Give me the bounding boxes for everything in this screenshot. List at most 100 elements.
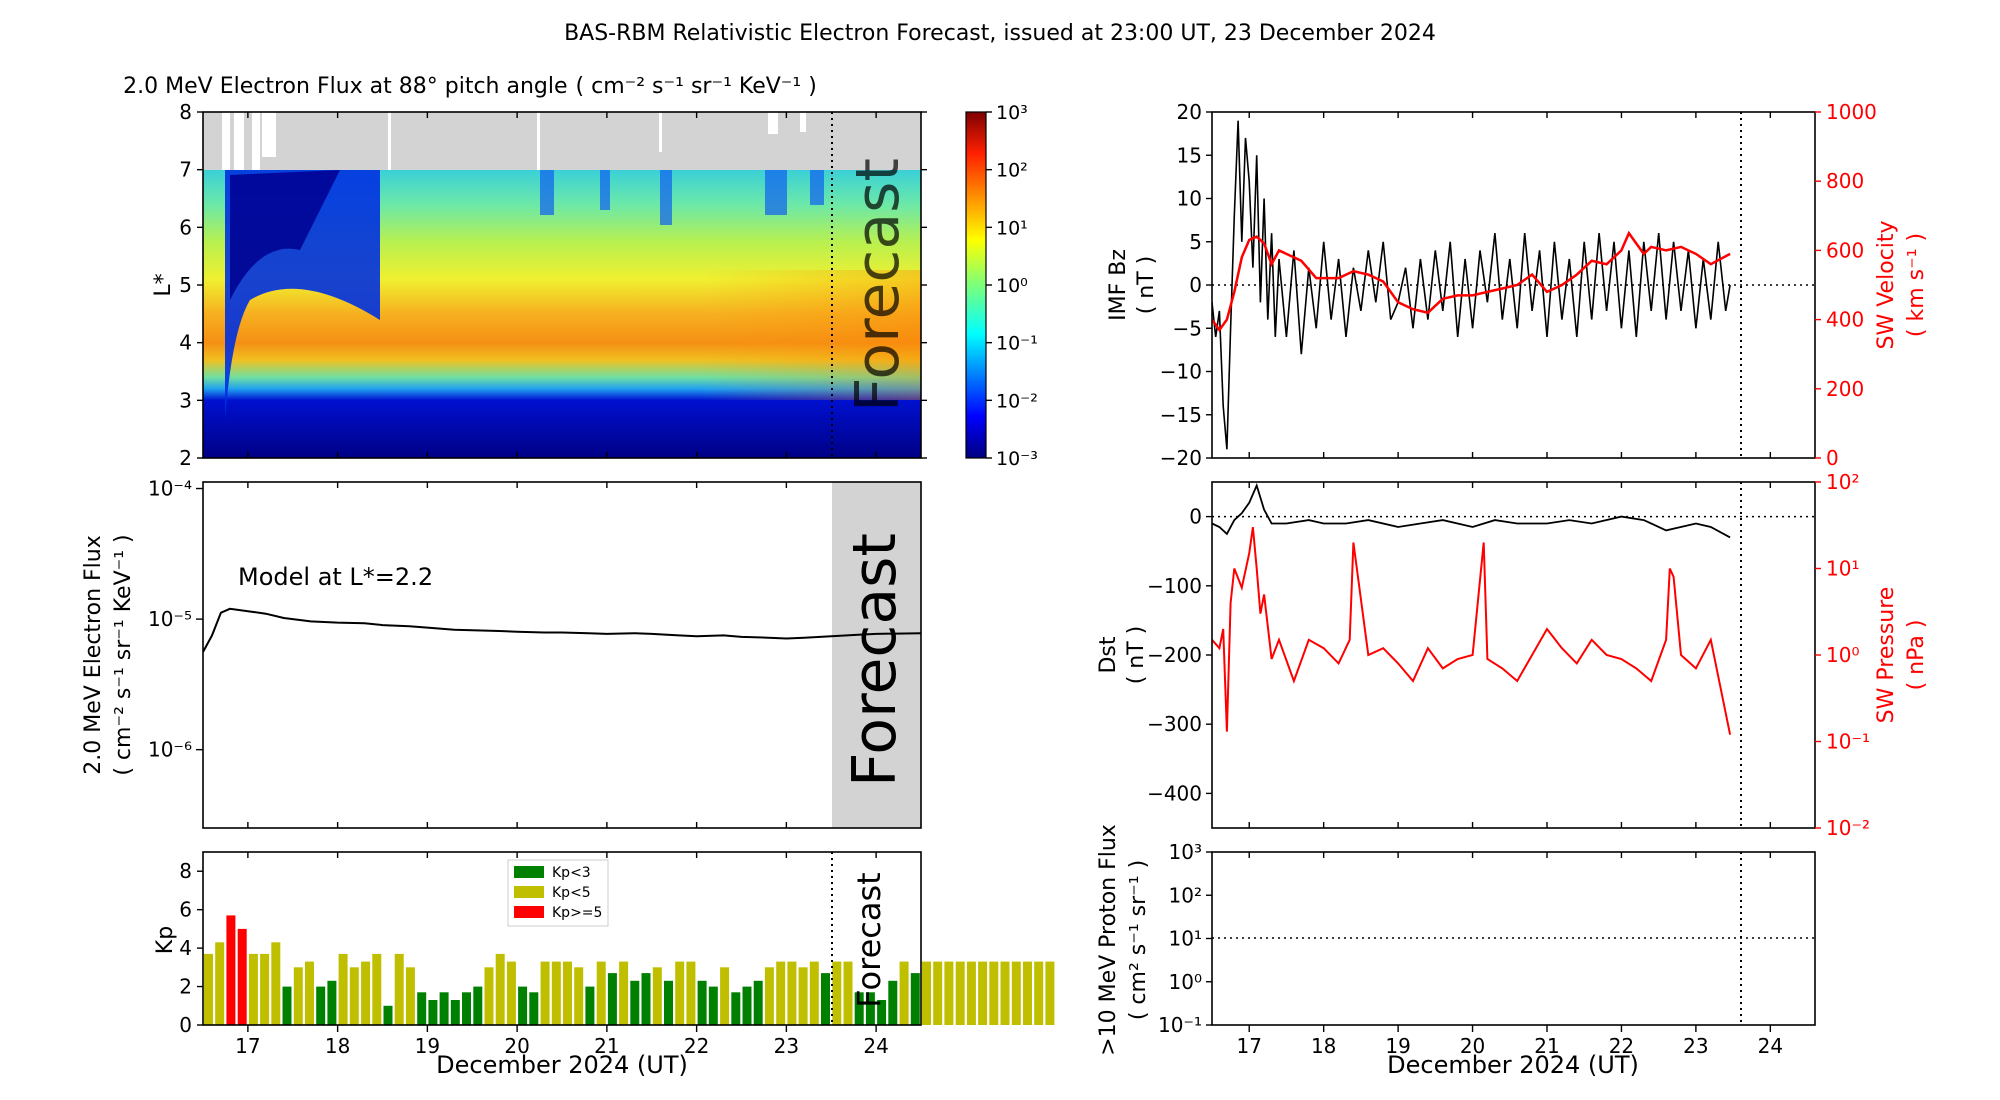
flux-map-ytick-label: 3	[179, 388, 192, 412]
kp-bar	[787, 961, 797, 1025]
dst-right-tick-label: 10⁰	[1826, 643, 1859, 667]
kp-bar	[428, 1000, 438, 1025]
flux-line-annotation: Model at L*=2.2	[238, 563, 433, 591]
kp-xtick-label: 23	[774, 1034, 799, 1058]
sw-left-tick-label: −5	[1173, 316, 1202, 340]
dst-ylabel-left-2: ( nT )	[1124, 626, 1149, 685]
kp-bar	[260, 953, 270, 1025]
proton-ylabel-2: ( cm² s⁻¹ sr⁻¹ )	[1126, 860, 1151, 1020]
kp-bar	[1023, 961, 1032, 1025]
sw-left-tick-label: 5	[1189, 230, 1202, 254]
kp-bar	[764, 967, 774, 1025]
sw-ylabel-left-2: ( nT )	[1134, 256, 1159, 315]
flux-map-nodata-region	[203, 112, 921, 170]
flux-line-ylabel-1: 2.0 MeV Electron Flux	[81, 535, 106, 775]
kp-bar	[248, 953, 258, 1025]
sw-left-tick-label: 10	[1177, 187, 1202, 211]
kp-bar	[922, 961, 931, 1025]
sw-velocity-series	[1212, 230, 1731, 333]
kp-bar	[293, 967, 303, 1025]
kp-bar	[899, 961, 909, 1025]
dst-right-axis: 10² 10¹ 10⁰ 10⁻¹ 10⁻²	[1815, 470, 1870, 840]
kp-bars	[204, 915, 1055, 1025]
sw-left-axis: 20 15 10 5 0 −5 −10 −15 −20	[1160, 100, 1772, 828]
kp-bar	[1034, 961, 1044, 1025]
proton-ytick-label: 10¹	[1169, 927, 1202, 951]
kp-xtick-label: 21	[594, 1034, 619, 1058]
kp-bar	[720, 967, 730, 1025]
dst-ylabel-right-1: SW Pressure	[1874, 587, 1899, 724]
proton-x-axis: 17 18 19 20 21 22 23 24	[1236, 852, 1783, 1058]
proton-ytick-label: 10⁻¹	[1158, 1013, 1202, 1037]
flux-line-ytick-label: 10⁻⁵	[148, 607, 192, 631]
kp-legend-swatch	[514, 886, 544, 898]
kp-bar	[271, 942, 281, 1025]
proton-ytick-label: 10⁰	[1169, 970, 1202, 994]
kp-bar	[641, 973, 651, 1025]
kp-bar	[966, 961, 976, 1025]
kp-bar	[630, 980, 640, 1025]
flux-map-title-units: ( cm⁻² s⁻¹ sr⁻¹ KeV⁻¹ )	[576, 74, 817, 99]
kp-bar	[327, 980, 337, 1025]
kp-legend: Kp<3 Kp<5 Kp>=5	[507, 859, 609, 927]
sw-right-tick-label: 800	[1826, 169, 1864, 193]
sw-left-tick-label: −20	[1160, 446, 1202, 470]
kp-bar	[619, 961, 629, 1025]
sw-right-axis: 1000 800 600 400 200 0	[1815, 100, 1877, 470]
kp-bar	[697, 980, 707, 1025]
dst-right-tick-label: 10²	[1826, 470, 1859, 494]
kp-bar	[865, 992, 875, 1025]
flux-map-ytick-label: 5	[179, 273, 192, 297]
solar-wind-panel: 20 15 10 5 0 −5 −10 −15 −20 1000 800 600 400 200 0 IM…	[1106, 100, 1929, 828]
kp-bar	[574, 967, 584, 1025]
sw-left-tick-label: 20	[1177, 100, 1202, 124]
dst-right-tick-label: 10¹	[1826, 557, 1859, 581]
flux-line-ylabel-2: ( cm⁻² s⁻¹ sr⁻¹ KeV⁻¹ )	[111, 534, 136, 775]
kp-bar	[450, 1000, 460, 1025]
kp-bar	[529, 992, 539, 1025]
kp-bar	[821, 973, 830, 1025]
kp-bar	[888, 980, 898, 1025]
kp-bar	[204, 953, 213, 1025]
colorbar-tick-label: 10¹	[996, 217, 1028, 239]
flux-map-title-main: 2.0 MeV Electron Flux at 88° pitch angle	[123, 74, 567, 99]
kp-bar	[978, 961, 988, 1025]
flux-map-ytick-label: 6	[179, 215, 192, 239]
sw-bz-series	[1212, 120, 1731, 450]
dst-left-axis: 0 −100 −200 −300 −400	[1147, 505, 1212, 805]
kp-bar	[361, 961, 371, 1025]
kp-legend-swatch	[514, 866, 544, 878]
kp-bar	[753, 980, 763, 1025]
dst-series	[1212, 482, 1731, 539]
kp-frame	[202, 851, 922, 1026]
kp-bar	[518, 986, 528, 1025]
kp-bar	[226, 915, 236, 1025]
kp-ytick-label: 8	[179, 859, 192, 883]
kp-xtick-label: 22	[684, 1034, 709, 1058]
kp-bar	[708, 986, 718, 1025]
kp-bar	[877, 1000, 887, 1025]
sw-right-tick-label: 600	[1826, 238, 1864, 262]
kp-bar	[585, 986, 595, 1025]
proton-y-axis: 10³ 10² 10¹ 10⁰ 10⁻¹	[1158, 840, 1212, 1037]
kp-bar	[417, 992, 427, 1025]
proton-xtick-label: 19	[1385, 1034, 1410, 1058]
flux-map-ytick-label: 2	[179, 446, 192, 470]
dst-left-tick-label: −300	[1147, 712, 1202, 736]
kp-xtick-label: 24	[863, 1034, 888, 1058]
kp-y-axis: 0 2 4 6 8	[179, 859, 203, 1037]
sw-right-tick-label: 200	[1826, 377, 1864, 401]
kp-bar	[372, 953, 382, 1025]
sw-ylabel-right-2: ( km s⁻¹ )	[1904, 233, 1929, 337]
kp-legend-items: Kp<3 Kp<5 Kp>=5	[514, 865, 602, 921]
kp-xtick-label: 18	[325, 1034, 350, 1058]
proton-xtick-label: 23	[1683, 1034, 1708, 1058]
kp-bar	[955, 961, 965, 1025]
proton-panel: 10³ 10² 10¹ 10⁰ 10⁻¹ 17 18 19 20 21 22 23 24 >10 Me…	[1096, 824, 1816, 1079]
proton-ytick-label: 10²	[1169, 883, 1202, 907]
kp-legend-label: Kp<5	[552, 885, 591, 901]
kp-forecast-label: Forecast	[850, 872, 888, 1007]
sw-left-tick-label: −10	[1160, 360, 1202, 384]
